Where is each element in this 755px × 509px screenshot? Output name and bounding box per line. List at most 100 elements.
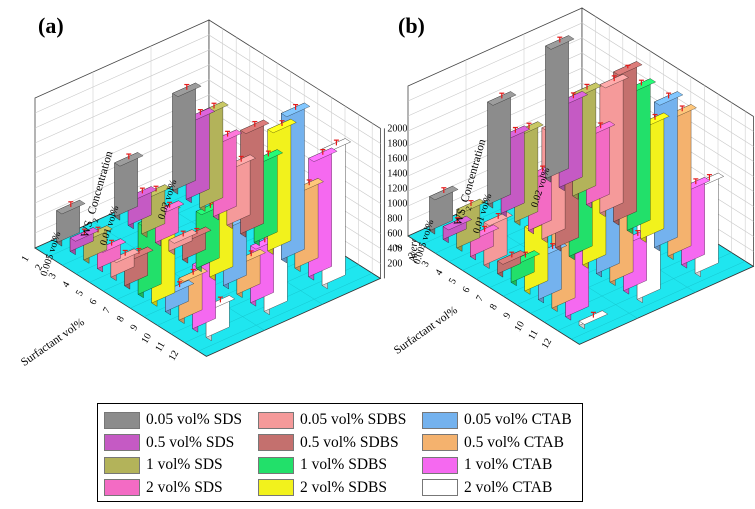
legend-item: 0.5 vol% SDBS	[258, 433, 399, 453]
legend-swatch	[104, 456, 140, 474]
z-tick-label: 1600	[387, 153, 407, 164]
legend-item: 1 vol% CTAB	[422, 455, 552, 475]
y-axis-title-main: WS	[452, 207, 468, 227]
x-tick-label: 2	[33, 263, 45, 273]
legend-item: 0.5 vol% SDS	[104, 433, 234, 453]
x-axis-title: Surfactant vol%	[392, 304, 460, 357]
bar	[168, 229, 199, 256]
legend-label: 0.5 vol% SDBS	[300, 433, 399, 451]
legend-item: 0.05 vol% CTAB	[422, 410, 572, 430]
legend-label: 2 vol% CTAB	[464, 478, 553, 496]
bar-face-top	[653, 91, 684, 106]
legend-swatch	[258, 456, 294, 474]
legend-item: 0.05 vol% SDS	[104, 410, 242, 430]
x-tick-label: 1	[393, 242, 405, 252]
legend-item: 2 vol% SDS	[104, 478, 223, 498]
x-tick-label: 3	[47, 271, 59, 281]
z-tick-label: 800	[387, 213, 402, 224]
legend-label: 1 vol% SDS	[146, 456, 223, 473]
x-tick-label: 7	[474, 294, 486, 304]
legend-label: 1 vol% CTAB	[464, 456, 553, 473]
legend-swatch	[422, 411, 458, 429]
x-tick-label: 6	[88, 297, 100, 307]
bar-face-top	[544, 35, 575, 50]
panel-b-tag: (b)	[398, 13, 425, 38]
bar	[486, 91, 517, 209]
bar-face-side	[487, 91, 511, 206]
x-tick-label: 8	[115, 314, 127, 324]
bar	[55, 199, 86, 247]
legend-label: 2 vol% SDBS	[300, 478, 387, 496]
legend-swatch	[104, 434, 140, 451]
x-tick-label: 10	[140, 331, 155, 345]
bar	[578, 310, 609, 330]
z-tick-label: 2000	[387, 123, 407, 134]
legend-swatch	[422, 434, 458, 451]
bar-face-side	[545, 35, 569, 180]
panel-a-tag: (a)	[38, 13, 64, 38]
z-tick-label: 400	[387, 243, 402, 254]
x-tick-label: 1	[20, 254, 32, 264]
legend-swatch	[104, 411, 140, 429]
x-tick-label: 12	[167, 349, 182, 363]
legend-label: 2 vol% SDS	[146, 478, 223, 496]
y-axis-title-sub: 2	[463, 205, 473, 211]
z-tick-label: 1800	[387, 138, 407, 149]
bar	[544, 35, 575, 183]
x-tick-label: 11	[153, 340, 167, 354]
y-axis-title-sub: 2	[90, 217, 100, 223]
bar	[442, 215, 473, 244]
bar-face-top	[496, 250, 527, 265]
z-tick-label: 1000	[387, 198, 407, 209]
legend: 0.05 vol% SDS 0.05 vol% SDBS 0.05 vol% CTA…	[97, 403, 583, 502]
x-tick-label: 3	[420, 259, 432, 269]
z-tick-label: 1400	[387, 168, 407, 179]
bar	[69, 227, 100, 256]
x-tick-label: 7	[101, 306, 113, 316]
x-tick-label: 2	[406, 251, 418, 261]
legend-label: 0.05 vol% CTAB	[464, 411, 572, 428]
x-tick-label: 6	[461, 285, 473, 295]
legend-item: 2 vol% CTAB	[422, 478, 552, 498]
z-tick-label: 600	[387, 228, 402, 239]
x-tick-label: 4	[60, 280, 72, 290]
legend-item: 2 vol% SDBS	[258, 478, 387, 498]
legend-label: 1 vol% SDBS	[300, 456, 387, 473]
floor-gridline	[198, 272, 373, 352]
legend-swatch	[422, 456, 458, 474]
legend-item: 1 vol% SDS	[104, 455, 223, 475]
bar	[496, 250, 527, 278]
legend-label: 0.5 vol% CTAB	[464, 433, 564, 451]
bar-face-top	[486, 91, 517, 106]
x-tick-label: 8	[488, 302, 500, 312]
z-tick-label: 200	[387, 258, 402, 269]
x-axis-title: Surfactant vol%	[19, 316, 87, 369]
bar-face-side	[172, 82, 196, 192]
legend-swatch	[258, 434, 294, 451]
x-tick-label: 11	[526, 328, 540, 342]
bar	[171, 82, 202, 195]
bar-face-top	[280, 102, 311, 118]
bar-face-top	[442, 215, 473, 231]
x-tick-label: 10	[513, 319, 528, 333]
x-tick-label: 9	[128, 323, 140, 333]
legend-swatch	[258, 479, 294, 496]
legend-label: 0.05 vol% SDS	[146, 411, 243, 428]
z-tick-label: 1200	[387, 183, 407, 194]
bar	[113, 152, 144, 221]
legend-swatch	[258, 411, 294, 429]
legend-item: 0.05 vol% SDBS	[258, 410, 406, 430]
legend-label: 0.5 vol% SDS	[146, 433, 235, 451]
legend-item: 0.5 vol% CTAB	[422, 433, 564, 453]
x-tick-label: 4	[433, 268, 445, 278]
legend-swatch	[104, 479, 140, 496]
x-tick-label: 9	[501, 311, 513, 321]
x-tick-label: 5	[74, 288, 86, 298]
bar	[428, 185, 459, 235]
x-tick-label: 12	[540, 337, 555, 351]
legend-label: 0.05 vol% SDBS	[300, 411, 407, 428]
legend-item: 1 vol% SDBS	[258, 455, 387, 475]
